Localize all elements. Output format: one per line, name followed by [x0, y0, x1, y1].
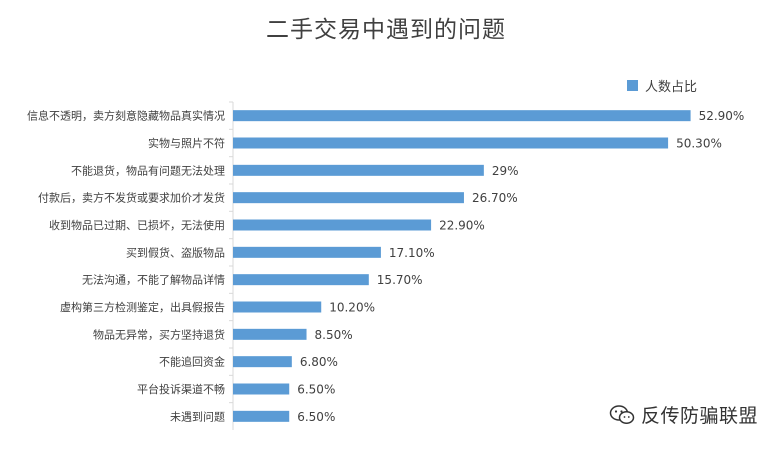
category-label: 不能退货，物品有问题无法处理	[71, 163, 225, 177]
legend-label: 人数占比	[645, 80, 698, 95]
category-label: 不能追回资金	[159, 355, 225, 369]
bar	[233, 328, 307, 340]
legend-swatch	[627, 80, 638, 91]
data-label: 50.30%	[676, 137, 722, 151]
wechat-icon	[609, 404, 635, 424]
bar	[233, 383, 290, 395]
watermark-text: 反传防骗联盟	[641, 405, 759, 427]
data-label: 8.50%	[315, 328, 353, 342]
category-label: 平台投诉渠道不畅	[137, 382, 225, 396]
bar	[233, 164, 484, 176]
data-label: 17.10%	[389, 246, 435, 260]
category-label: 未遇到问题	[170, 410, 225, 423]
category-label: 买到假货、盗版物品	[126, 245, 225, 259]
category-label: 虚构第三方检测鉴定，出具假报告	[60, 300, 225, 314]
bar	[233, 219, 432, 231]
category-label: 实物与照片不符	[148, 136, 225, 150]
bar	[233, 110, 691, 122]
data-label: 6.50%	[297, 410, 335, 424]
data-label: 10.20%	[329, 301, 375, 315]
bar	[233, 137, 669, 149]
chart-title: 二手交易中遇到的问题	[266, 17, 506, 43]
bar	[233, 356, 292, 368]
category-label: 信息不透明，卖方刻意隐藏物品真实情况	[27, 109, 225, 123]
data-label: 6.80%	[300, 355, 338, 369]
data-label: 22.90%	[439, 219, 485, 233]
bar	[233, 246, 381, 258]
bar	[233, 410, 290, 422]
data-label: 6.50%	[297, 383, 335, 397]
category-label: 物品无异常，买方坚持退货	[93, 327, 225, 341]
data-label: 29%	[492, 164, 519, 178]
data-label: 52.90%	[699, 109, 745, 123]
bar	[233, 192, 464, 204]
data-label: 26.70%	[472, 191, 518, 205]
bar	[233, 301, 322, 313]
category-label: 无法沟通，不能了解物品详情	[82, 273, 225, 287]
data-label: 15.70%	[377, 273, 423, 287]
category-label: 付款后，卖方不发货或要求加价才发货	[38, 191, 225, 205]
bar	[233, 274, 369, 286]
watermark: 反传防骗联盟	[609, 401, 758, 428]
legend: 人数占比	[627, 76, 697, 95]
category-label: 收到物品已过期、已损坏，无法使用	[49, 218, 225, 232]
